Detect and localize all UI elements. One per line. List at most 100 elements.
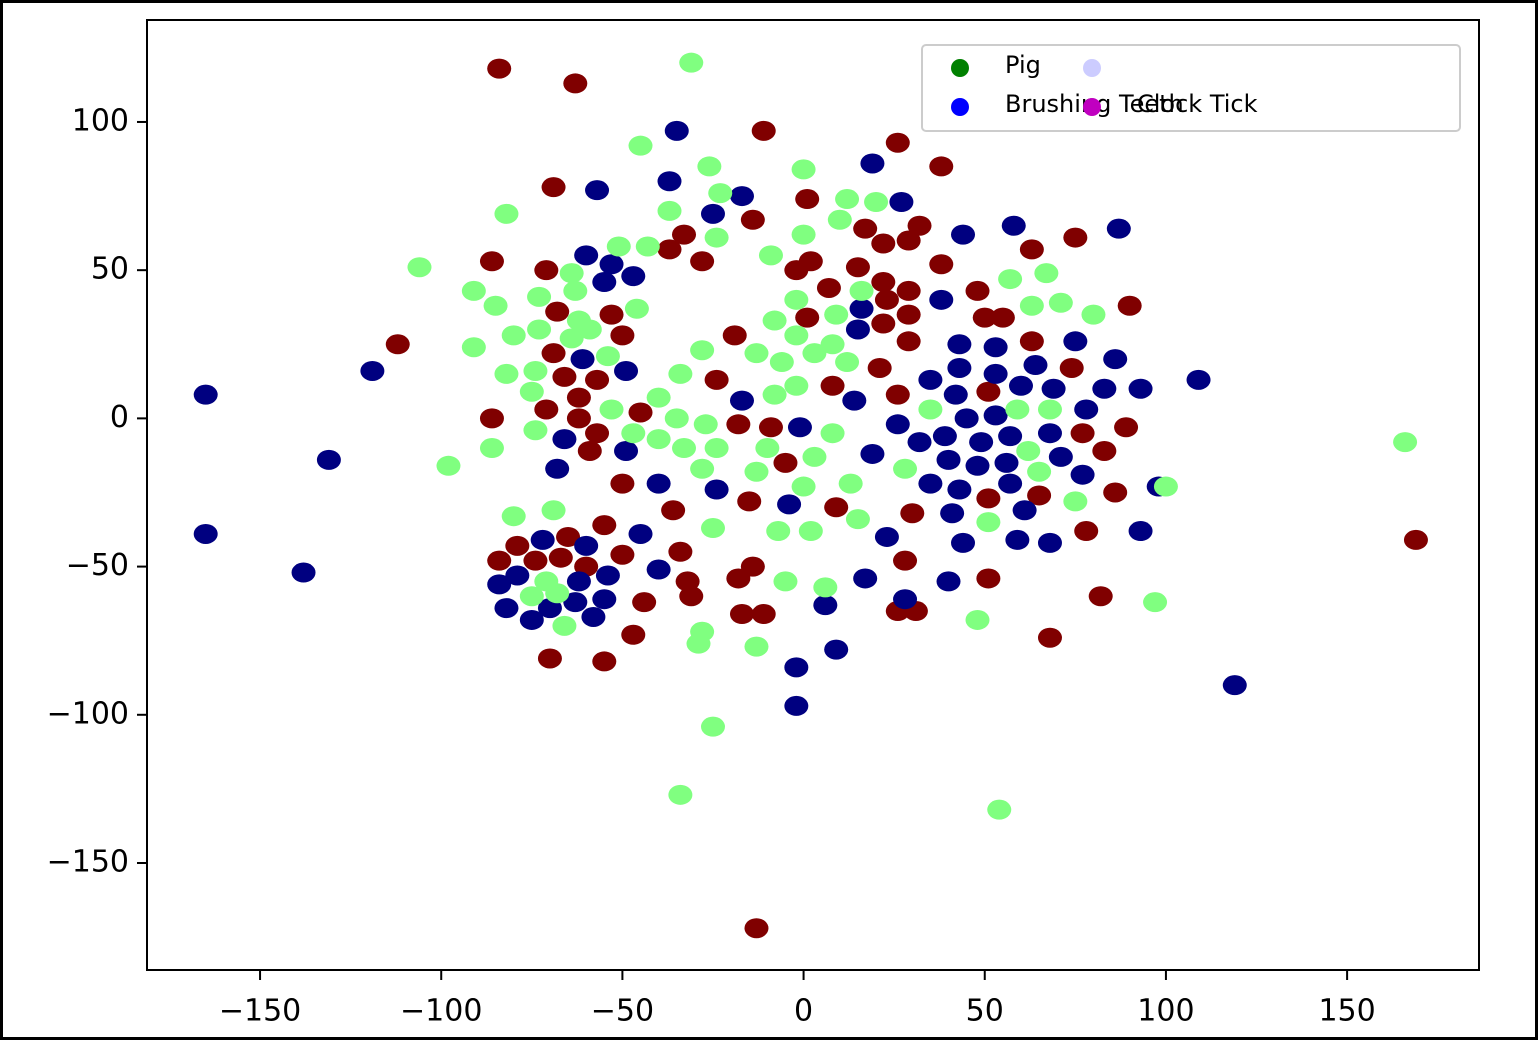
point: [893, 550, 918, 571]
y-tick-label: −50: [66, 548, 129, 583]
point: [559, 263, 584, 284]
point: [621, 266, 646, 287]
point: [1074, 521, 1099, 542]
point: [632, 592, 657, 613]
x-tick-label: 50: [966, 994, 1004, 1029]
point: [896, 331, 921, 352]
point: [1092, 378, 1117, 399]
point: [704, 369, 729, 390]
point: [813, 577, 838, 598]
legend-marker: [1083, 59, 1101, 77]
point: [853, 568, 878, 589]
point: [479, 251, 504, 272]
point: [784, 375, 809, 396]
point: [802, 446, 827, 467]
point: [574, 245, 599, 266]
point: [969, 432, 994, 453]
y-tick-label: 100: [72, 103, 129, 138]
point: [896, 280, 921, 301]
point: [1070, 464, 1095, 485]
point: [1019, 295, 1044, 316]
point: [947, 479, 972, 500]
point: [494, 203, 519, 224]
point: [795, 307, 820, 328]
point: [1027, 485, 1052, 506]
point: [766, 521, 791, 542]
point: [1081, 304, 1106, 325]
point: [827, 209, 852, 230]
point: [1037, 399, 1062, 420]
point: [672, 438, 697, 459]
point: [690, 251, 715, 272]
point: [592, 589, 617, 610]
point: [1114, 417, 1139, 438]
point: [599, 304, 624, 325]
point: [860, 153, 885, 174]
point: [574, 535, 599, 556]
point: [1034, 263, 1059, 284]
point: [541, 500, 566, 521]
point: [758, 245, 783, 266]
point: [193, 384, 218, 405]
point: [708, 183, 733, 204]
point: [1403, 529, 1428, 550]
point: [545, 583, 570, 604]
point: [1005, 529, 1030, 550]
point: [436, 455, 461, 476]
point: [838, 473, 863, 494]
point: [668, 541, 693, 562]
point: [722, 325, 747, 346]
point: [784, 289, 809, 310]
point: [628, 402, 653, 423]
point: [943, 384, 968, 405]
point: [751, 120, 776, 141]
point: [965, 455, 990, 476]
point: [798, 521, 823, 542]
point: [896, 304, 921, 325]
point: [679, 586, 704, 607]
point: [947, 334, 972, 355]
point: [527, 286, 552, 307]
point: [527, 319, 552, 340]
point: [744, 918, 769, 939]
point: [791, 159, 816, 180]
point: [824, 304, 849, 325]
x-tick-label: −150: [219, 994, 301, 1029]
point: [1037, 423, 1062, 444]
point: [693, 414, 718, 435]
point: [541, 343, 566, 364]
point: [646, 473, 671, 494]
point: [965, 609, 990, 630]
legend-box: [921, 44, 1461, 132]
point: [646, 429, 671, 450]
point: [820, 423, 845, 444]
point: [1103, 482, 1128, 503]
point: [664, 120, 689, 141]
point: [487, 550, 512, 571]
point: [592, 515, 617, 536]
point: [483, 295, 508, 316]
point: [740, 556, 765, 577]
point: [610, 544, 635, 565]
point: [729, 186, 754, 207]
point: [563, 73, 588, 94]
point: [487, 574, 512, 595]
point: [1048, 446, 1073, 467]
point: [519, 381, 544, 402]
point: [621, 423, 646, 444]
point: [635, 236, 660, 257]
point: [577, 440, 602, 461]
point: [581, 606, 606, 627]
point: [704, 227, 729, 248]
point: [1023, 355, 1048, 376]
point: [505, 565, 530, 586]
point: [675, 571, 700, 592]
point: [1048, 292, 1073, 313]
point: [849, 280, 874, 301]
point: [614, 440, 639, 461]
point: [965, 280, 990, 301]
point: [1019, 239, 1044, 260]
